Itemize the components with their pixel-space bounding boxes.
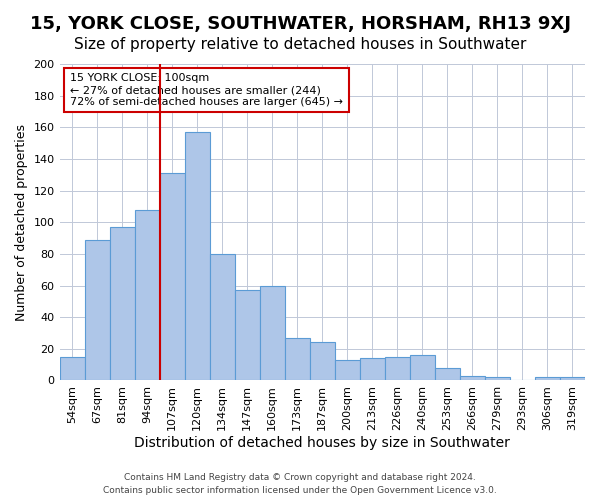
Text: Size of property relative to detached houses in Southwater: Size of property relative to detached ho… [74,38,526,52]
Bar [485,378,510,380]
Bar [134,210,160,380]
X-axis label: Distribution of detached houses by size in Southwater: Distribution of detached houses by size … [134,436,510,450]
Text: Contains HM Land Registry data © Crown copyright and database right 2024.
Contai: Contains HM Land Registry data © Crown c… [103,474,497,495]
Y-axis label: Number of detached properties: Number of detached properties [15,124,28,320]
Bar [435,368,460,380]
Bar [85,240,110,380]
Text: 15, YORK CLOSE, SOUTHWATER, HORSHAM, RH13 9XJ: 15, YORK CLOSE, SOUTHWATER, HORSHAM, RH1… [29,15,571,33]
Text: 15 YORK CLOSE: 100sqm
← 27% of detached houses are smaller (244)
72% of semi-det: 15 YORK CLOSE: 100sqm ← 27% of detached … [70,74,343,106]
Bar [310,342,335,380]
Bar [209,254,235,380]
Bar [560,378,585,380]
Bar [410,355,435,380]
Bar [235,290,260,380]
Bar [335,360,360,380]
Bar [185,132,209,380]
Bar [460,376,485,380]
Bar [385,356,410,380]
Bar [360,358,385,380]
Bar [110,227,134,380]
Bar [285,338,310,380]
Bar [535,378,560,380]
Bar [260,286,285,380]
Bar [59,356,85,380]
Bar [160,173,185,380]
